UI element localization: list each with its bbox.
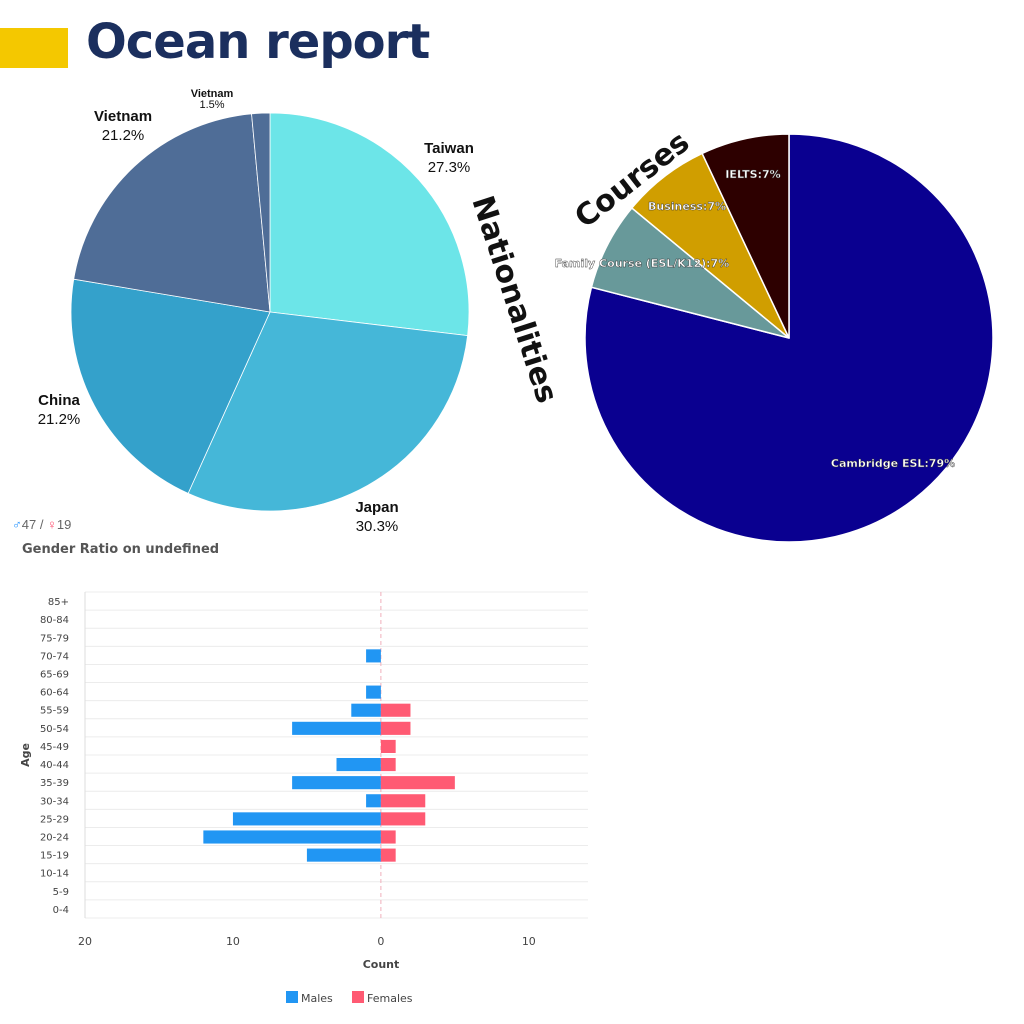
bar-females-40-44 bbox=[380, 758, 396, 772]
bar-females-55-59 bbox=[380, 703, 411, 717]
age-tick-label: 30-34 bbox=[40, 796, 69, 807]
count-tick-label: 20 bbox=[78, 935, 92, 948]
age-tick-label: 45-49 bbox=[40, 742, 69, 753]
report-header: Ocean report bbox=[0, 0, 1024, 90]
nationality-slice-vietnam-small bbox=[251, 112, 271, 313]
nationality-label-japan: Japan bbox=[355, 499, 398, 516]
legend-label-females[interactable]: Females bbox=[367, 992, 413, 1005]
gender-separator: / bbox=[39, 517, 44, 532]
course-label-family-course-esl-k12: Family Course (ESL/K12):7% bbox=[555, 257, 729, 270]
bar-males-15-19 bbox=[306, 848, 381, 862]
age-tick-label: 85+ bbox=[48, 597, 69, 608]
bar-males-55-59 bbox=[351, 703, 381, 717]
bar-males-25-29 bbox=[232, 812, 381, 826]
course-label-ielts: IELTS:7% bbox=[725, 168, 780, 181]
nationality-slice-vietnam bbox=[73, 113, 271, 313]
age-tick-label: 25-29 bbox=[40, 814, 69, 825]
title-accent-bar bbox=[0, 28, 68, 68]
bar-males-35-39 bbox=[292, 776, 381, 790]
bar-males-60-64 bbox=[366, 685, 381, 699]
age-tick-label: 65-69 bbox=[40, 670, 69, 681]
nationality-value-vietnam: 21.2% bbox=[102, 127, 145, 144]
bar-males-70-74 bbox=[366, 649, 381, 663]
bar-males-40-44 bbox=[336, 758, 381, 772]
bar-females-25-29 bbox=[380, 812, 426, 826]
age-tick-label: 35-39 bbox=[40, 778, 69, 789]
legend-label-males[interactable]: Males bbox=[301, 992, 333, 1005]
bar-females-35-39 bbox=[380, 776, 455, 790]
nationality-label-china: China bbox=[38, 392, 80, 409]
nationality-value-taiwan: 27.3% bbox=[428, 159, 471, 176]
nationality-label-vietnam-small: Vietnam bbox=[191, 88, 234, 100]
count-tick-label: 0 bbox=[377, 935, 384, 948]
course-label-cambridge-esl: Cambridge ESL:79% bbox=[831, 457, 955, 470]
age-tick-label: 50-54 bbox=[40, 724, 69, 735]
age-tick-label: 10-14 bbox=[40, 869, 69, 880]
female-count: 19 bbox=[56, 517, 72, 532]
course-label-business: Business:7% bbox=[648, 200, 726, 213]
nationality-slice-china bbox=[70, 278, 271, 494]
bar-females-30-34 bbox=[380, 794, 426, 808]
legend-swatch-males[interactable] bbox=[286, 991, 298, 1003]
age-tick-label: 70-74 bbox=[40, 651, 69, 662]
count-tick-label: 10 bbox=[226, 935, 240, 948]
age-tick-label: 60-64 bbox=[40, 688, 69, 699]
bar-females-45-49 bbox=[380, 739, 396, 753]
pyramid-title: Gender Ratio on undefined bbox=[22, 542, 220, 557]
count-tick-label: 10 bbox=[522, 935, 536, 948]
age-tick-label: 80-84 bbox=[40, 615, 69, 626]
nationality-value-china: 21.2% bbox=[38, 411, 81, 428]
nationality-value-japan: 30.3% bbox=[356, 518, 399, 535]
age-tick-label: 75-79 bbox=[40, 633, 69, 644]
age-tick-label: 5-9 bbox=[53, 887, 69, 898]
nationality-slice-japan bbox=[187, 311, 469, 512]
bar-males-30-34 bbox=[366, 794, 381, 808]
y-axis-label: Age bbox=[19, 743, 32, 767]
page-title: Ocean report bbox=[86, 14, 430, 70]
male-count: 47 bbox=[21, 517, 37, 532]
bar-females-20-24 bbox=[380, 830, 396, 844]
age-tick-label: 0-4 bbox=[53, 905, 69, 916]
bar-males-20-24 bbox=[203, 830, 381, 844]
nationality-label-vietnam: Vietnam bbox=[94, 108, 152, 125]
age-tick-label: 40-44 bbox=[40, 760, 69, 771]
age-tick-label: 15-19 bbox=[40, 851, 69, 862]
x-axis-label: Count bbox=[363, 958, 400, 971]
legend-swatch-females[interactable] bbox=[352, 991, 364, 1003]
female-symbol-icon: ♀ bbox=[47, 517, 57, 532]
gender-counts: ♂47 / ♀19 bbox=[12, 517, 71, 532]
bar-females-50-54 bbox=[380, 721, 411, 735]
age-tick-label: 20-24 bbox=[40, 833, 69, 844]
nationality-label-taiwan: Taiwan bbox=[424, 140, 474, 157]
nationality-slice-taiwan bbox=[269, 112, 470, 337]
nationality-value-vietnam-small: 1.5% bbox=[199, 99, 224, 111]
bar-females-15-19 bbox=[380, 848, 396, 862]
course-slice-ielts bbox=[701, 133, 790, 339]
male-symbol-icon: ♂ bbox=[12, 517, 22, 532]
bar-males-50-54 bbox=[292, 721, 381, 735]
age-tick-label: 55-59 bbox=[40, 706, 69, 717]
